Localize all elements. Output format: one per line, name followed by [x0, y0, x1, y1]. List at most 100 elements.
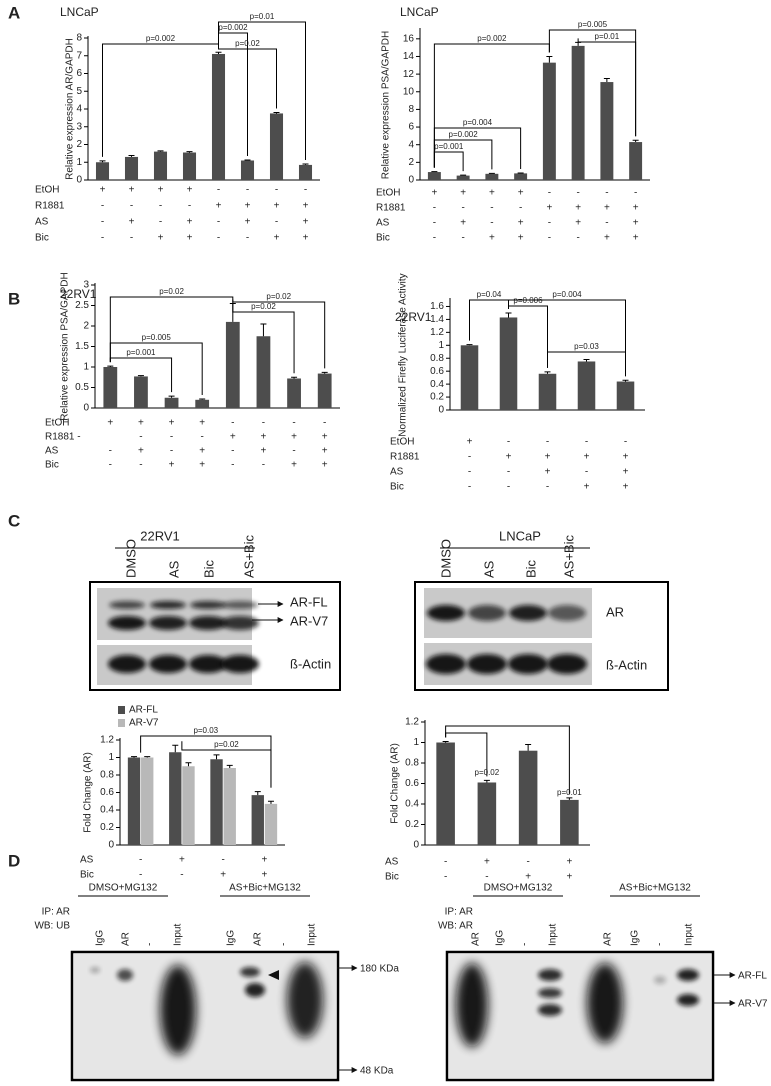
condition-mark: -	[468, 482, 471, 493]
condition-label: R1881 -	[45, 432, 81, 443]
error-bar	[525, 744, 532, 751]
condition-mark: -	[444, 872, 447, 883]
condition-mark: +	[623, 467, 629, 478]
condition-mark: +	[303, 201, 309, 212]
chart-title: 22RV1	[60, 287, 97, 301]
condition-mark: -	[624, 437, 627, 448]
p-value: p=0.004	[552, 290, 582, 299]
significance-bracket	[548, 29, 637, 137]
condition-mark: +	[169, 460, 175, 471]
bar	[251, 795, 264, 845]
arrowhead	[268, 970, 279, 980]
blot-band	[221, 616, 259, 630]
y-tick-label: 0.2	[100, 822, 114, 833]
error-bar	[575, 41, 582, 46]
condition-mark: -	[444, 857, 447, 868]
condition-mark: +	[546, 203, 552, 214]
condition-mark: +	[545, 452, 551, 463]
significance-bracket	[140, 735, 272, 788]
condition-mark: -	[246, 185, 249, 196]
blot-band	[509, 605, 547, 621]
condition-mark: -	[485, 872, 488, 883]
panel-letter: D	[8, 851, 20, 870]
condition-mark: +	[623, 452, 629, 463]
blot-band	[587, 963, 623, 1043]
bar	[134, 376, 148, 408]
y-tick-label: 0.4	[430, 379, 444, 390]
condition-mark: -	[433, 233, 436, 244]
condition-mark: -	[180, 870, 183, 881]
wb-label: WB: AR	[438, 921, 473, 932]
condition-mark: -	[101, 217, 104, 228]
bar	[298, 164, 313, 180]
bar	[287, 378, 301, 408]
blot-band	[222, 601, 258, 609]
condition-mark: +	[584, 452, 590, 463]
band-label: AR-V7	[290, 613, 328, 628]
condition-mark: +	[129, 185, 135, 196]
condition-mark: +	[506, 452, 512, 463]
lane-label: AS+Bic	[241, 535, 256, 578]
condition-mark: -	[109, 460, 112, 471]
lane-label: -	[145, 943, 156, 946]
p-value: p=0.004	[463, 118, 493, 127]
condition-label: Bic	[80, 870, 94, 881]
condition-mark: -	[221, 855, 224, 866]
lane-label: IgG	[226, 930, 237, 946]
error-bar	[199, 398, 206, 400]
error-bar	[546, 55, 553, 63]
blot-band	[287, 962, 323, 1038]
condition-mark: -	[461, 203, 464, 214]
condition-mark: +	[604, 203, 610, 214]
condition-mark: -	[217, 217, 220, 228]
group-label: AS+Bic+MG132	[229, 883, 301, 894]
condition-mark: +	[291, 432, 297, 443]
p-value: p=0.002	[146, 34, 176, 43]
error-bar	[483, 779, 490, 783]
condition-mark: +	[518, 188, 524, 199]
lane-label: DMSO	[438, 539, 453, 578]
condition-mark: -	[468, 452, 471, 463]
y-tick-label: 1.2	[405, 717, 419, 728]
panel-letter: B	[8, 289, 20, 308]
bar	[182, 152, 197, 180]
p-value: p=0.001	[126, 348, 156, 357]
condition-mark: +	[566, 857, 572, 868]
y-tick-label: 1.2	[100, 735, 114, 746]
condition-mark: -	[231, 460, 234, 471]
bar	[127, 757, 141, 845]
condition-mark: -	[576, 233, 579, 244]
condition-label: AS	[45, 446, 59, 457]
chart-title: LNCaP	[400, 5, 439, 19]
y-tick-label: 6	[408, 122, 414, 133]
condition-mark: +	[179, 855, 185, 866]
condition-label: AS	[35, 217, 49, 228]
band-label: AR	[606, 604, 624, 619]
p-value: p=0.01	[250, 12, 275, 21]
y-tick-label: 1.5	[75, 341, 89, 352]
lane-label: AS	[481, 560, 496, 578]
y-tick-label: 0.8	[100, 770, 114, 781]
condition-mark: -	[101, 233, 104, 244]
significance-bracket	[109, 296, 234, 363]
band-label: ß-Actin	[606, 657, 647, 672]
y-tick-label: 1	[438, 340, 444, 351]
condition-label: AS	[376, 218, 390, 229]
y-tick-label: 6	[76, 68, 82, 79]
condition-mark: +	[575, 218, 581, 229]
y-tick-label: 16	[403, 33, 415, 44]
condition-mark: -	[292, 418, 295, 429]
lane-label: AS	[166, 560, 181, 578]
condition-label: EtOH	[376, 188, 400, 199]
blot-band	[160, 965, 196, 1055]
condition-mark: +	[220, 870, 226, 881]
condition-mark: -	[109, 446, 112, 457]
condition-mark: +	[169, 418, 175, 429]
y-tick-label: 8	[76, 33, 82, 44]
condition-mark: -	[634, 188, 637, 199]
condition-label: Bic	[35, 233, 49, 244]
condition-mark: +	[138, 418, 144, 429]
condition-mark: -	[546, 437, 549, 448]
y-tick-label: 0	[83, 403, 89, 414]
y-tick-label: 1	[108, 752, 114, 763]
